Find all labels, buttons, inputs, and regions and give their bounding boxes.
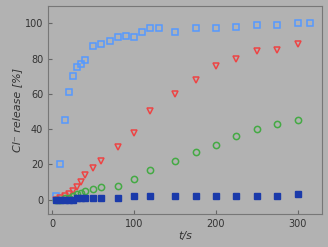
Y-axis label: Cl⁻ release [%]: Cl⁻ release [%] — [12, 68, 22, 152]
X-axis label: t/s: t/s — [178, 231, 192, 242]
